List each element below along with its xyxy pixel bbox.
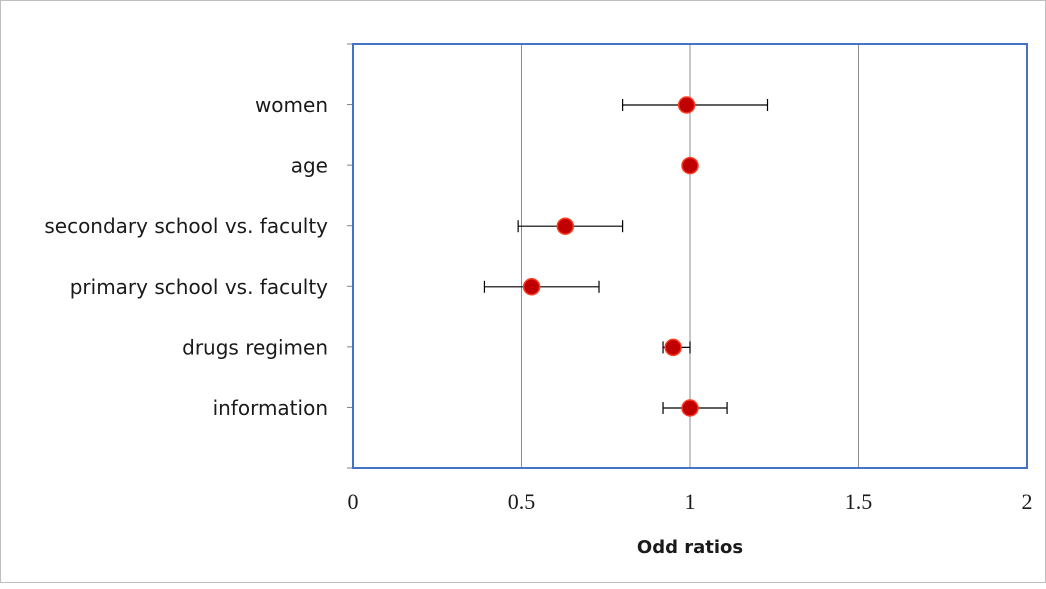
x-tick-label: 0 <box>348 489 359 514</box>
x-tick-label: 2 <box>1022 489 1033 514</box>
x-tick-label: 1 <box>685 489 696 514</box>
x-tick-label: 1.5 <box>845 489 873 514</box>
x-tick-label: 0.5 <box>508 489 536 514</box>
category-label: drugs regimen <box>182 335 328 359</box>
category-label: primary school vs. faculty <box>70 275 328 299</box>
odds-ratio-point <box>681 156 699 175</box>
plot-area-border <box>352 43 1028 469</box>
odds-ratio-point <box>677 96 696 114</box>
category-label: age <box>291 154 328 178</box>
category-label: women <box>255 93 328 117</box>
odds-ratio-point <box>522 278 541 296</box>
category-label: information <box>213 396 328 420</box>
category-label: secondary school vs. faculty <box>44 214 328 238</box>
odds-ratio-point <box>556 217 575 235</box>
odds-ratio-point <box>664 338 682 357</box>
odds-ratio-point <box>681 399 699 417</box>
x-axis-title: Odd ratios <box>637 537 743 558</box>
